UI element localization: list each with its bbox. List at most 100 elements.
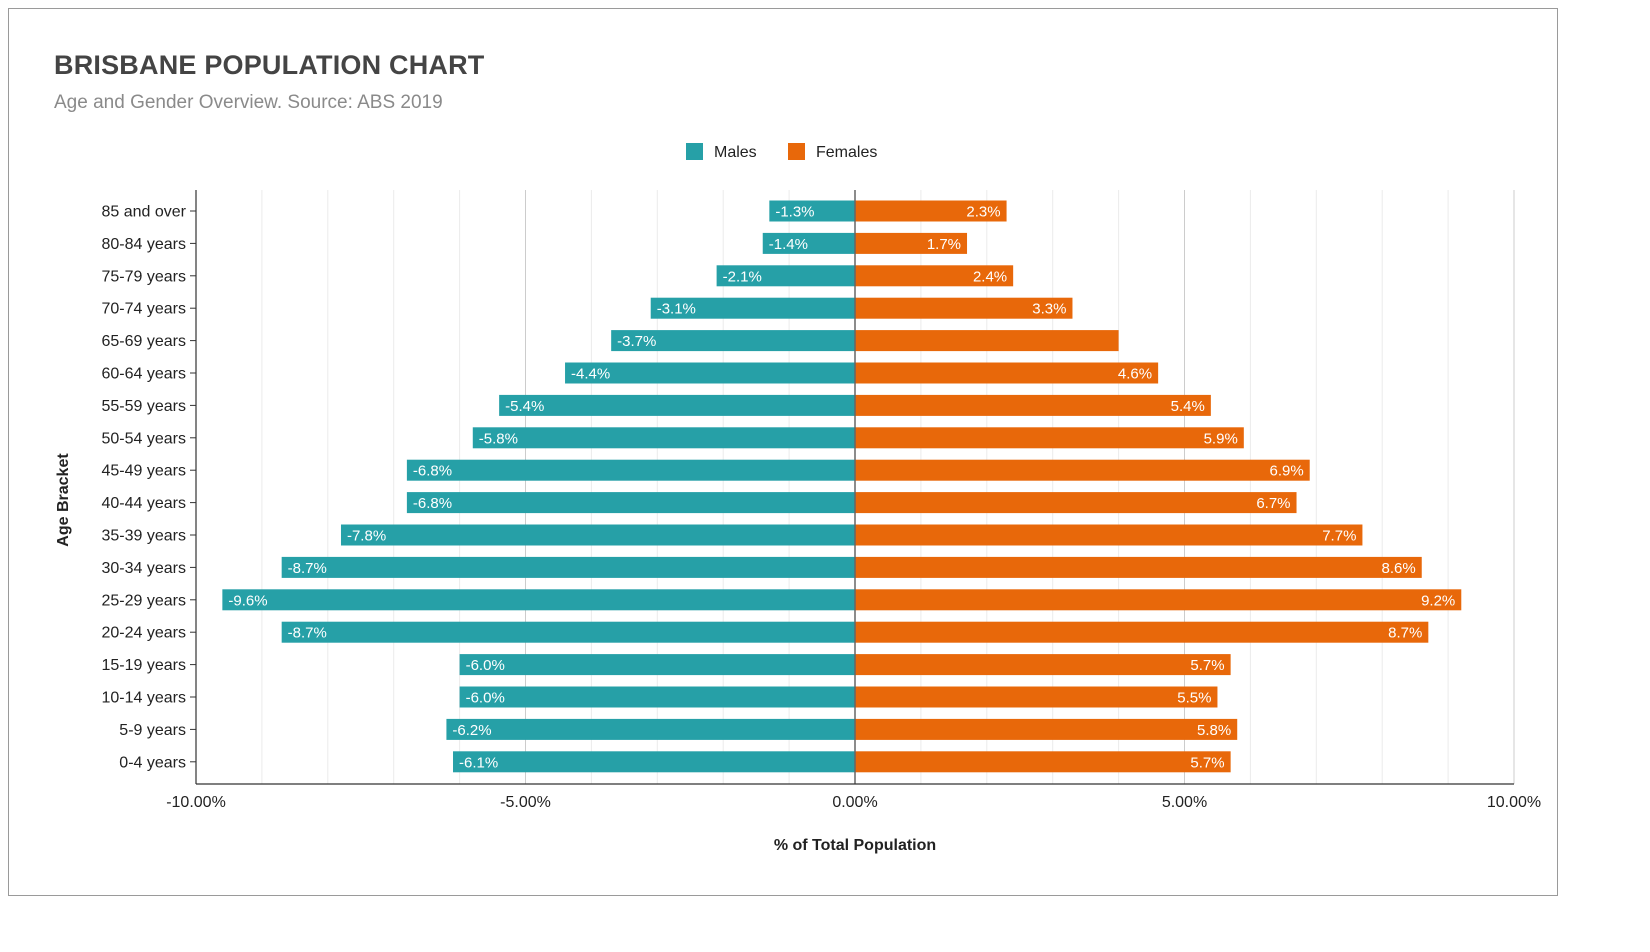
legend-label: Females	[816, 144, 877, 161]
female-bar[interactable]	[855, 621, 1429, 643]
male-bar[interactable]	[762, 232, 855, 254]
female-bar[interactable]	[855, 265, 1014, 287]
male-bar[interactable]	[611, 330, 855, 352]
male-data-label: -1.3%	[775, 204, 814, 221]
legend-item-females[interactable]: Females	[788, 143, 877, 161]
female-bar[interactable]	[855, 394, 1211, 416]
legend-swatch	[788, 143, 805, 160]
y-tick-label: 35-39 years	[102, 528, 187, 545]
y-tick-label: 5-9 years	[119, 722, 186, 739]
legend-label: Males	[714, 144, 757, 161]
female-data-label: 2.3%	[966, 204, 1000, 221]
chart-title: BRISBANE POPULATION CHART	[54, 50, 485, 80]
female-data-label: 2.4%	[973, 268, 1007, 285]
male-data-label: -8.7%	[288, 560, 327, 577]
male-bar[interactable]	[459, 654, 855, 676]
y-tick-label: 45-49 years	[102, 463, 187, 480]
male-bar[interactable]	[769, 200, 855, 222]
female-bar[interactable]	[855, 232, 968, 254]
male-bar[interactable]	[459, 686, 855, 708]
female-data-label: 1.7%	[927, 236, 961, 253]
male-bar[interactable]	[281, 556, 855, 578]
y-tick-label: 75-79 years	[102, 268, 187, 285]
y-tick-label: 80-84 years	[102, 236, 187, 253]
male-data-label: -6.0%	[466, 690, 505, 707]
female-bar[interactable]	[855, 686, 1218, 708]
female-bar[interactable]	[855, 718, 1238, 740]
female-bar[interactable]	[855, 427, 1244, 449]
female-data-label: 8.7%	[1388, 625, 1422, 642]
bars-layer: -1.3% 2.3% -1.4% 1.7% -2.1% 2.4% -3.1% 3.3% -3.7…	[222, 200, 1462, 773]
female-data-label: 5.9%	[1204, 430, 1238, 447]
male-data-label: -8.7%	[288, 625, 327, 642]
chart-frame	[8, 8, 1558, 896]
legend-item-males[interactable]: Males	[686, 143, 757, 161]
male-data-label: -9.6%	[228, 592, 267, 609]
female-bar[interactable]	[855, 200, 1007, 222]
male-data-label: -6.8%	[413, 463, 452, 480]
grid-lines	[195, 190, 1515, 784]
male-bar[interactable]	[716, 265, 855, 287]
x-axis-title: % of Total Population	[774, 837, 936, 854]
y-tick-label: 15-19 years	[102, 657, 187, 674]
male-bar[interactable]	[406, 492, 855, 514]
male-data-label: -6.2%	[452, 722, 491, 739]
y-tick-label: 30-34 years	[102, 560, 187, 577]
male-bar[interactable]	[281, 621, 855, 643]
male-bar[interactable]	[650, 297, 855, 319]
y-axis-title: Age Bracket	[55, 453, 72, 547]
female-data-label: 8.6%	[1382, 560, 1416, 577]
female-bar[interactable]	[855, 751, 1231, 773]
female-data-label: 5.7%	[1190, 754, 1224, 771]
female-data-label: 4.6%	[1118, 366, 1152, 383]
x-tick-label: -5.00%	[500, 794, 551, 811]
male-bar[interactable]	[406, 459, 855, 481]
male-data-label: -6.0%	[466, 657, 505, 674]
female-data-label: 9.2%	[1421, 592, 1455, 609]
female-bar[interactable]	[855, 524, 1363, 546]
female-data-label: 5.4%	[1171, 398, 1205, 415]
female-bar[interactable]	[855, 492, 1297, 514]
legend-swatch	[686, 143, 703, 160]
y-tick-label: 0-4 years	[119, 754, 186, 771]
x-tick-label: -10.00%	[166, 794, 226, 811]
male-data-label: -1.4%	[769, 236, 808, 253]
female-bar[interactable]	[855, 589, 1462, 611]
y-tick-label: 25-29 years	[102, 592, 187, 609]
y-tick-label: 40-44 years	[102, 495, 187, 512]
male-bar[interactable]	[565, 362, 855, 384]
chart-subtitle: Age and Gender Overview. Source: ABS 201…	[54, 92, 443, 113]
legend[interactable]: Males Females	[686, 143, 877, 161]
female-data-label: 3.3%	[1032, 301, 1066, 318]
male-bar[interactable]	[499, 394, 855, 416]
y-tick-label: 50-54 years	[102, 430, 187, 447]
female-bar[interactable]	[855, 459, 1310, 481]
male-data-label: -6.1%	[459, 754, 498, 771]
male-data-label: -6.8%	[413, 495, 452, 512]
male-data-label: -4.4%	[571, 366, 610, 383]
female-data-label: 6.7%	[1256, 495, 1290, 512]
male-bar[interactable]	[446, 718, 855, 740]
y-tick-label: 10-14 years	[102, 690, 187, 707]
male-data-label: -3.1%	[657, 301, 696, 318]
male-bar[interactable]	[453, 751, 855, 773]
male-bar[interactable]	[472, 427, 855, 449]
male-bar[interactable]	[222, 589, 856, 611]
y-tick-label: 55-59 years	[102, 398, 187, 415]
x-tick-label: 10.00%	[1487, 794, 1541, 811]
x-tick-label: 0.00%	[832, 794, 877, 811]
female-bar[interactable]	[855, 330, 1119, 352]
female-bar[interactable]	[855, 654, 1231, 676]
female-bar[interactable]	[855, 362, 1159, 384]
y-tick-label: 70-74 years	[102, 301, 187, 318]
male-bar[interactable]	[340, 524, 856, 546]
male-data-label: -3.7%	[617, 333, 656, 350]
y-tick-label: 20-24 years	[102, 625, 187, 642]
female-bar[interactable]	[855, 297, 1073, 319]
male-data-label: -5.8%	[479, 430, 518, 447]
female-bar[interactable]	[855, 556, 1422, 578]
male-data-label: -7.8%	[347, 528, 386, 545]
female-data-label: 5.8%	[1197, 722, 1231, 739]
female-data-label: 5.5%	[1177, 690, 1211, 707]
